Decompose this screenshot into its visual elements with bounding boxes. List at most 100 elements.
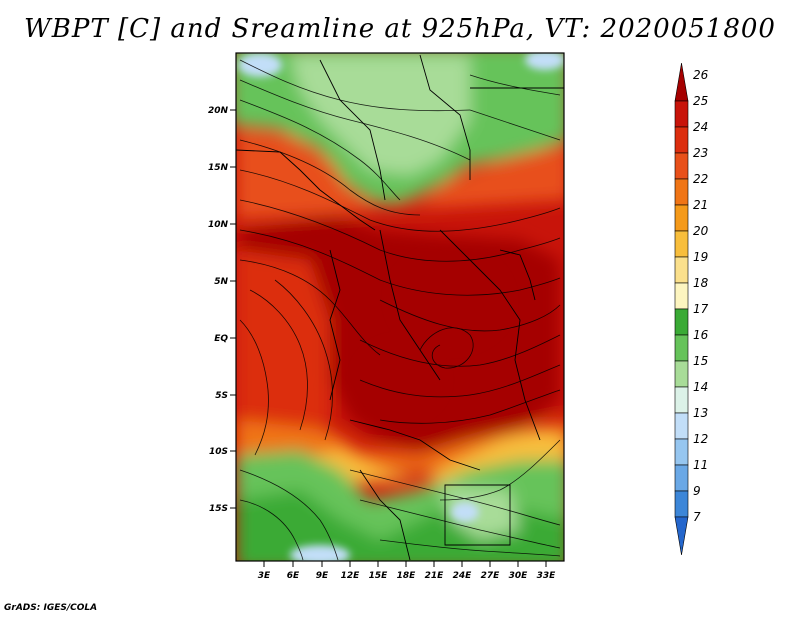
colorbar-label: 12	[693, 432, 708, 446]
colorbar-label: 21	[693, 198, 708, 212]
lat-axis: 20N 15N 10N 5N EQ 5S 10S 15S	[208, 106, 236, 514]
lon-label-33e: 33E	[537, 571, 557, 581]
colorbar-segment	[674, 360, 689, 388]
lake-outline	[499, 249, 536, 301]
streamline	[249, 289, 308, 431]
streamline	[379, 389, 561, 424]
border-line	[379, 229, 441, 381]
streamline	[239, 229, 561, 296]
colorbar-segment	[674, 438, 689, 466]
field-north-palegreen	[290, 55, 470, 175]
streamline	[439, 439, 561, 501]
border-line	[419, 54, 471, 180]
grads-credit: GrADS: IGES/COLA	[4, 603, 98, 613]
lat-label-5s: 5S	[215, 391, 228, 401]
streamline	[359, 364, 561, 398]
lon-label-3e: 3E	[258, 571, 271, 581]
colorbar-label: 25	[693, 94, 708, 108]
country-borders	[236, 54, 564, 561]
colorbar-label: 15	[693, 354, 708, 368]
colorbar-label: 24	[693, 120, 708, 134]
colorbar-segment	[674, 308, 689, 336]
streamline	[239, 469, 339, 561]
lat-label-20n: 20N	[208, 106, 229, 116]
colorbar-bottom-arrow	[674, 516, 689, 556]
colorbar-label: 11	[693, 458, 708, 472]
lat-label-15n: 15N	[208, 163, 229, 173]
streamline	[239, 199, 561, 262]
lon-label-9e: 9E	[316, 571, 329, 581]
colorbar-label: 13	[693, 406, 708, 420]
streamline	[359, 334, 561, 367]
streamline	[349, 469, 561, 526]
streamlines	[239, 59, 561, 561]
colorbar: 26 25 24 23 22 21 20 19 18 17 16 15 14 13 12 11 9 7	[674, 62, 709, 556]
field-hot-center	[390, 250, 510, 350]
colorbar-top-arrow	[674, 62, 689, 102]
field-sw-blue	[290, 545, 350, 561]
colorbar-label: 22	[693, 172, 708, 186]
lat-label-10n: 10N	[208, 220, 229, 230]
field-ocean-warm	[236, 250, 330, 440]
colorbar-segment	[674, 464, 689, 492]
lon-label-27e: 27E	[481, 571, 501, 581]
lon-label-24e: 24E	[453, 571, 473, 581]
colorbar-segment	[674, 412, 689, 440]
field-north-warm	[236, 130, 564, 220]
lon-label-18e: 18E	[397, 571, 417, 581]
border-line	[359, 469, 411, 561]
lon-label-30e: 30E	[509, 571, 529, 581]
border-line	[236, 149, 376, 231]
field-nw-blue	[238, 53, 282, 77]
coastline	[329, 249, 341, 401]
wbpt-field	[236, 53, 564, 561]
streamline	[239, 499, 304, 561]
lon-label-6e: 6E	[287, 571, 300, 581]
colorbar-segment	[674, 100, 689, 128]
border-line	[349, 419, 481, 471]
colorbar-label: 16	[693, 328, 709, 342]
colorbar-segment	[674, 126, 689, 154]
streamline	[274, 279, 333, 441]
colorbar-label: 23	[693, 146, 708, 160]
map-title: WBPT [C] and Sreamline at 925hPa, VT: 20…	[24, 14, 776, 44]
streamline	[469, 109, 561, 141]
colorbar-segment	[674, 256, 689, 284]
colorbar-segment	[674, 204, 689, 232]
streamline	[239, 79, 471, 161]
streamline	[239, 169, 561, 232]
lat-label-eq: EQ	[214, 334, 228, 344]
lon-label-12e: 12E	[341, 571, 361, 581]
colorbar-segment	[674, 152, 689, 180]
lat-label-5n: 5N	[214, 277, 228, 287]
colorbar-label: 20	[693, 224, 709, 238]
lat-label-10s: 10S	[209, 447, 228, 457]
streamline	[379, 299, 561, 332]
field-south-blue	[451, 502, 479, 522]
colorbar-label: 18	[693, 276, 709, 290]
streamline	[419, 327, 474, 369]
colorbar-segment	[674, 230, 689, 258]
streamline	[359, 499, 561, 549]
colorbar-segment	[674, 490, 689, 518]
streamline	[239, 139, 421, 216]
lon-label-21e: 21E	[425, 571, 445, 581]
colorbar-label: 26	[693, 68, 709, 82]
border-line	[439, 229, 541, 441]
colorbar-label: 14	[693, 380, 708, 394]
streamline	[379, 539, 561, 557]
streamline	[469, 74, 561, 96]
lat-label-15s: 15S	[209, 504, 228, 514]
border-line	[319, 59, 386, 201]
colorbar-label: 7	[693, 510, 701, 524]
colorbar-label: 19	[693, 250, 708, 264]
colorbar-segment	[674, 282, 689, 310]
streamline	[239, 319, 269, 456]
field-hot-south	[355, 340, 445, 420]
colorbar-segment	[674, 334, 689, 362]
colorbar-segment	[674, 386, 689, 414]
streamline	[239, 99, 401, 201]
border-line	[444, 484, 511, 546]
colorbar-label: 9	[693, 484, 701, 498]
